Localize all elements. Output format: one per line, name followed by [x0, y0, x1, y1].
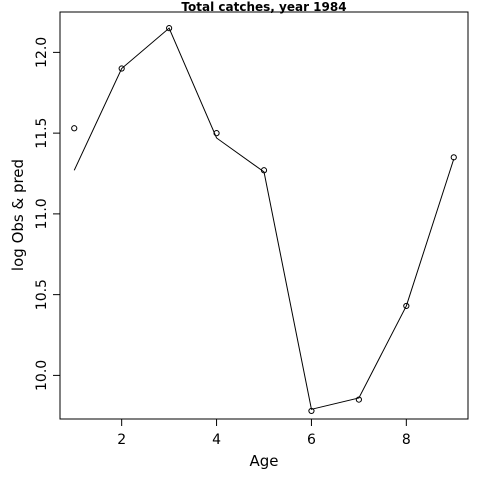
y-axis: 10.0 10.5 11.0 11.5 12.0	[34, 37, 61, 391]
y-tick-label: 12.0	[34, 37, 50, 68]
observed-point	[450, 154, 457, 161]
x-tick-label: 6	[307, 432, 316, 448]
y-tick-label: 10.0	[34, 360, 50, 391]
y-axis-title: log Obs & pred	[9, 159, 27, 271]
x-tick-label: 4	[212, 432, 221, 448]
x-tick-label: 8	[402, 432, 411, 448]
x-axis: 2 4 6 8	[117, 418, 411, 448]
x-axis-title: Age	[249, 452, 278, 470]
y-tick-label: 11.5	[34, 118, 50, 149]
y-tick-label: 10.5	[34, 279, 50, 310]
observed-point	[308, 407, 315, 415]
observed-point	[118, 65, 125, 72]
observed-point	[213, 130, 220, 137]
plot-frame	[59, 11, 469, 420]
y-tick-label: 11.0	[34, 198, 50, 229]
observed-point	[260, 167, 268, 174]
observed-series-points	[71, 25, 457, 415]
observed-point	[355, 396, 362, 403]
observed-point	[166, 25, 173, 32]
observed-point	[71, 125, 78, 132]
chart-title: Total catches, year 1984	[181, 0, 346, 14]
observed-point	[403, 302, 410, 310]
predicted-series-line	[73, 27, 455, 410]
x-tick-label: 2	[117, 432, 126, 448]
